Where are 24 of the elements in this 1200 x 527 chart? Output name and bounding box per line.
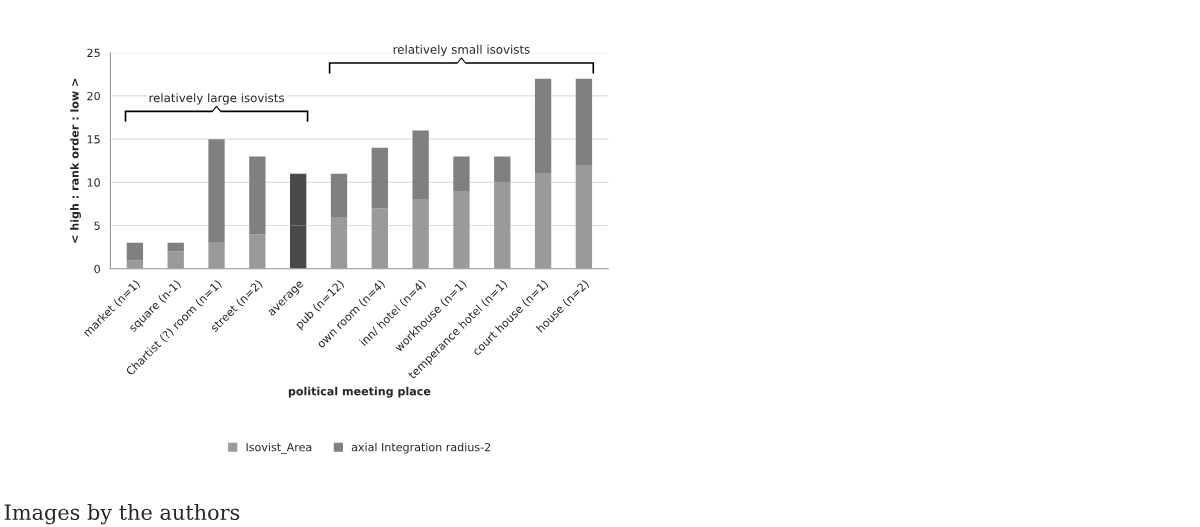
y-tick-label: 20 — [87, 91, 100, 101]
y-tick-label: 5 — [94, 221, 100, 230]
bar — [330, 173, 348, 217]
bar — [575, 78, 593, 166]
bar — [249, 156, 266, 235]
text: Images by the authors — [4, 503, 240, 525]
y-tick-label: 25 — [87, 48, 100, 58]
legend-label: axial Integration radius-2 — [351, 442, 491, 454]
bar — [453, 156, 470, 191]
bar — [126, 242, 144, 261]
legend-label: Isovist_Area — [246, 442, 312, 454]
annotation: relatively large isovists — [149, 93, 284, 105]
bar — [534, 78, 552, 174]
y-tick-label: 0 — [94, 264, 100, 274]
bar — [371, 147, 388, 209]
bar — [412, 130, 429, 200]
x-axis-title: political meeting place — [288, 386, 431, 398]
bar — [494, 156, 511, 183]
y-axis-title: < high : rank order : low > — [70, 78, 81, 243]
y-tick-label: 10 — [87, 178, 100, 187]
bar — [208, 139, 225, 243]
bar — [167, 242, 184, 252]
annotation: relatively small isovists — [393, 44, 530, 57]
y-tick-label: 15 — [87, 135, 100, 144]
